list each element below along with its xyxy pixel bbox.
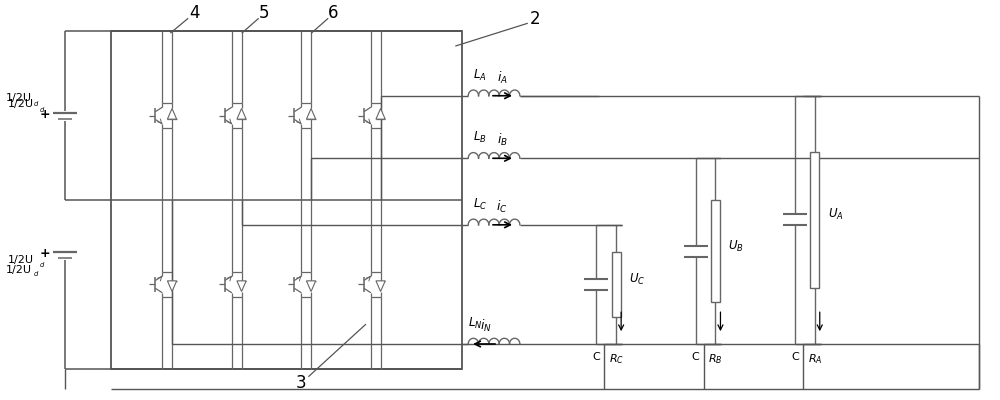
Text: $R_A$: $R_A$ [808,352,822,366]
Polygon shape [237,108,246,119]
Text: 5: 5 [258,4,269,22]
Text: $_d$: $_d$ [33,270,40,280]
Text: 1/2U: 1/2U [7,254,33,264]
Text: 6: 6 [328,4,338,22]
Polygon shape [306,108,316,119]
Text: C: C [692,352,700,362]
Text: $R_B$: $R_B$ [708,352,723,366]
Text: 2: 2 [529,10,540,28]
Text: $R_C$: $R_C$ [609,352,624,366]
Text: 1/2U: 1/2U [5,264,31,274]
Text: $_d$: $_d$ [33,99,40,109]
Text: $_d$: $_d$ [39,105,46,115]
Text: $_d$: $_d$ [39,260,46,270]
Bar [111,31,462,369]
Text: $L_N$: $L_N$ [468,316,483,331]
Text: +: + [40,247,50,260]
Text: $L_A$: $L_A$ [473,68,487,83]
Text: $U_B$: $U_B$ [728,239,744,254]
Text: $i_B$: $i_B$ [497,132,507,148]
Text: 3: 3 [296,374,307,392]
Text: 4: 4 [189,4,199,22]
Bar [711,200,720,302]
Text: 1/2U: 1/2U [5,93,31,103]
Text: $U_C$: $U_C$ [629,272,645,287]
Text: C: C [791,352,799,362]
Polygon shape [167,281,177,292]
Text: $L_C$: $L_C$ [473,197,487,212]
Text: $U_A$: $U_A$ [828,207,843,222]
Polygon shape [237,281,246,292]
Text: 1/2U: 1/2U [7,99,33,109]
Text: $L_B$: $L_B$ [473,130,487,145]
Text: +: + [40,108,50,121]
Text: $i_C$: $i_C$ [496,199,508,215]
Polygon shape [376,108,385,119]
Bar [810,152,819,288]
Polygon shape [376,281,385,292]
Polygon shape [306,281,316,292]
Text: $i_N$: $i_N$ [480,318,492,334]
Text: $i_A$: $i_A$ [497,70,507,86]
Bar [612,252,621,317]
Polygon shape [167,108,177,119]
Text: C: C [592,352,600,362]
